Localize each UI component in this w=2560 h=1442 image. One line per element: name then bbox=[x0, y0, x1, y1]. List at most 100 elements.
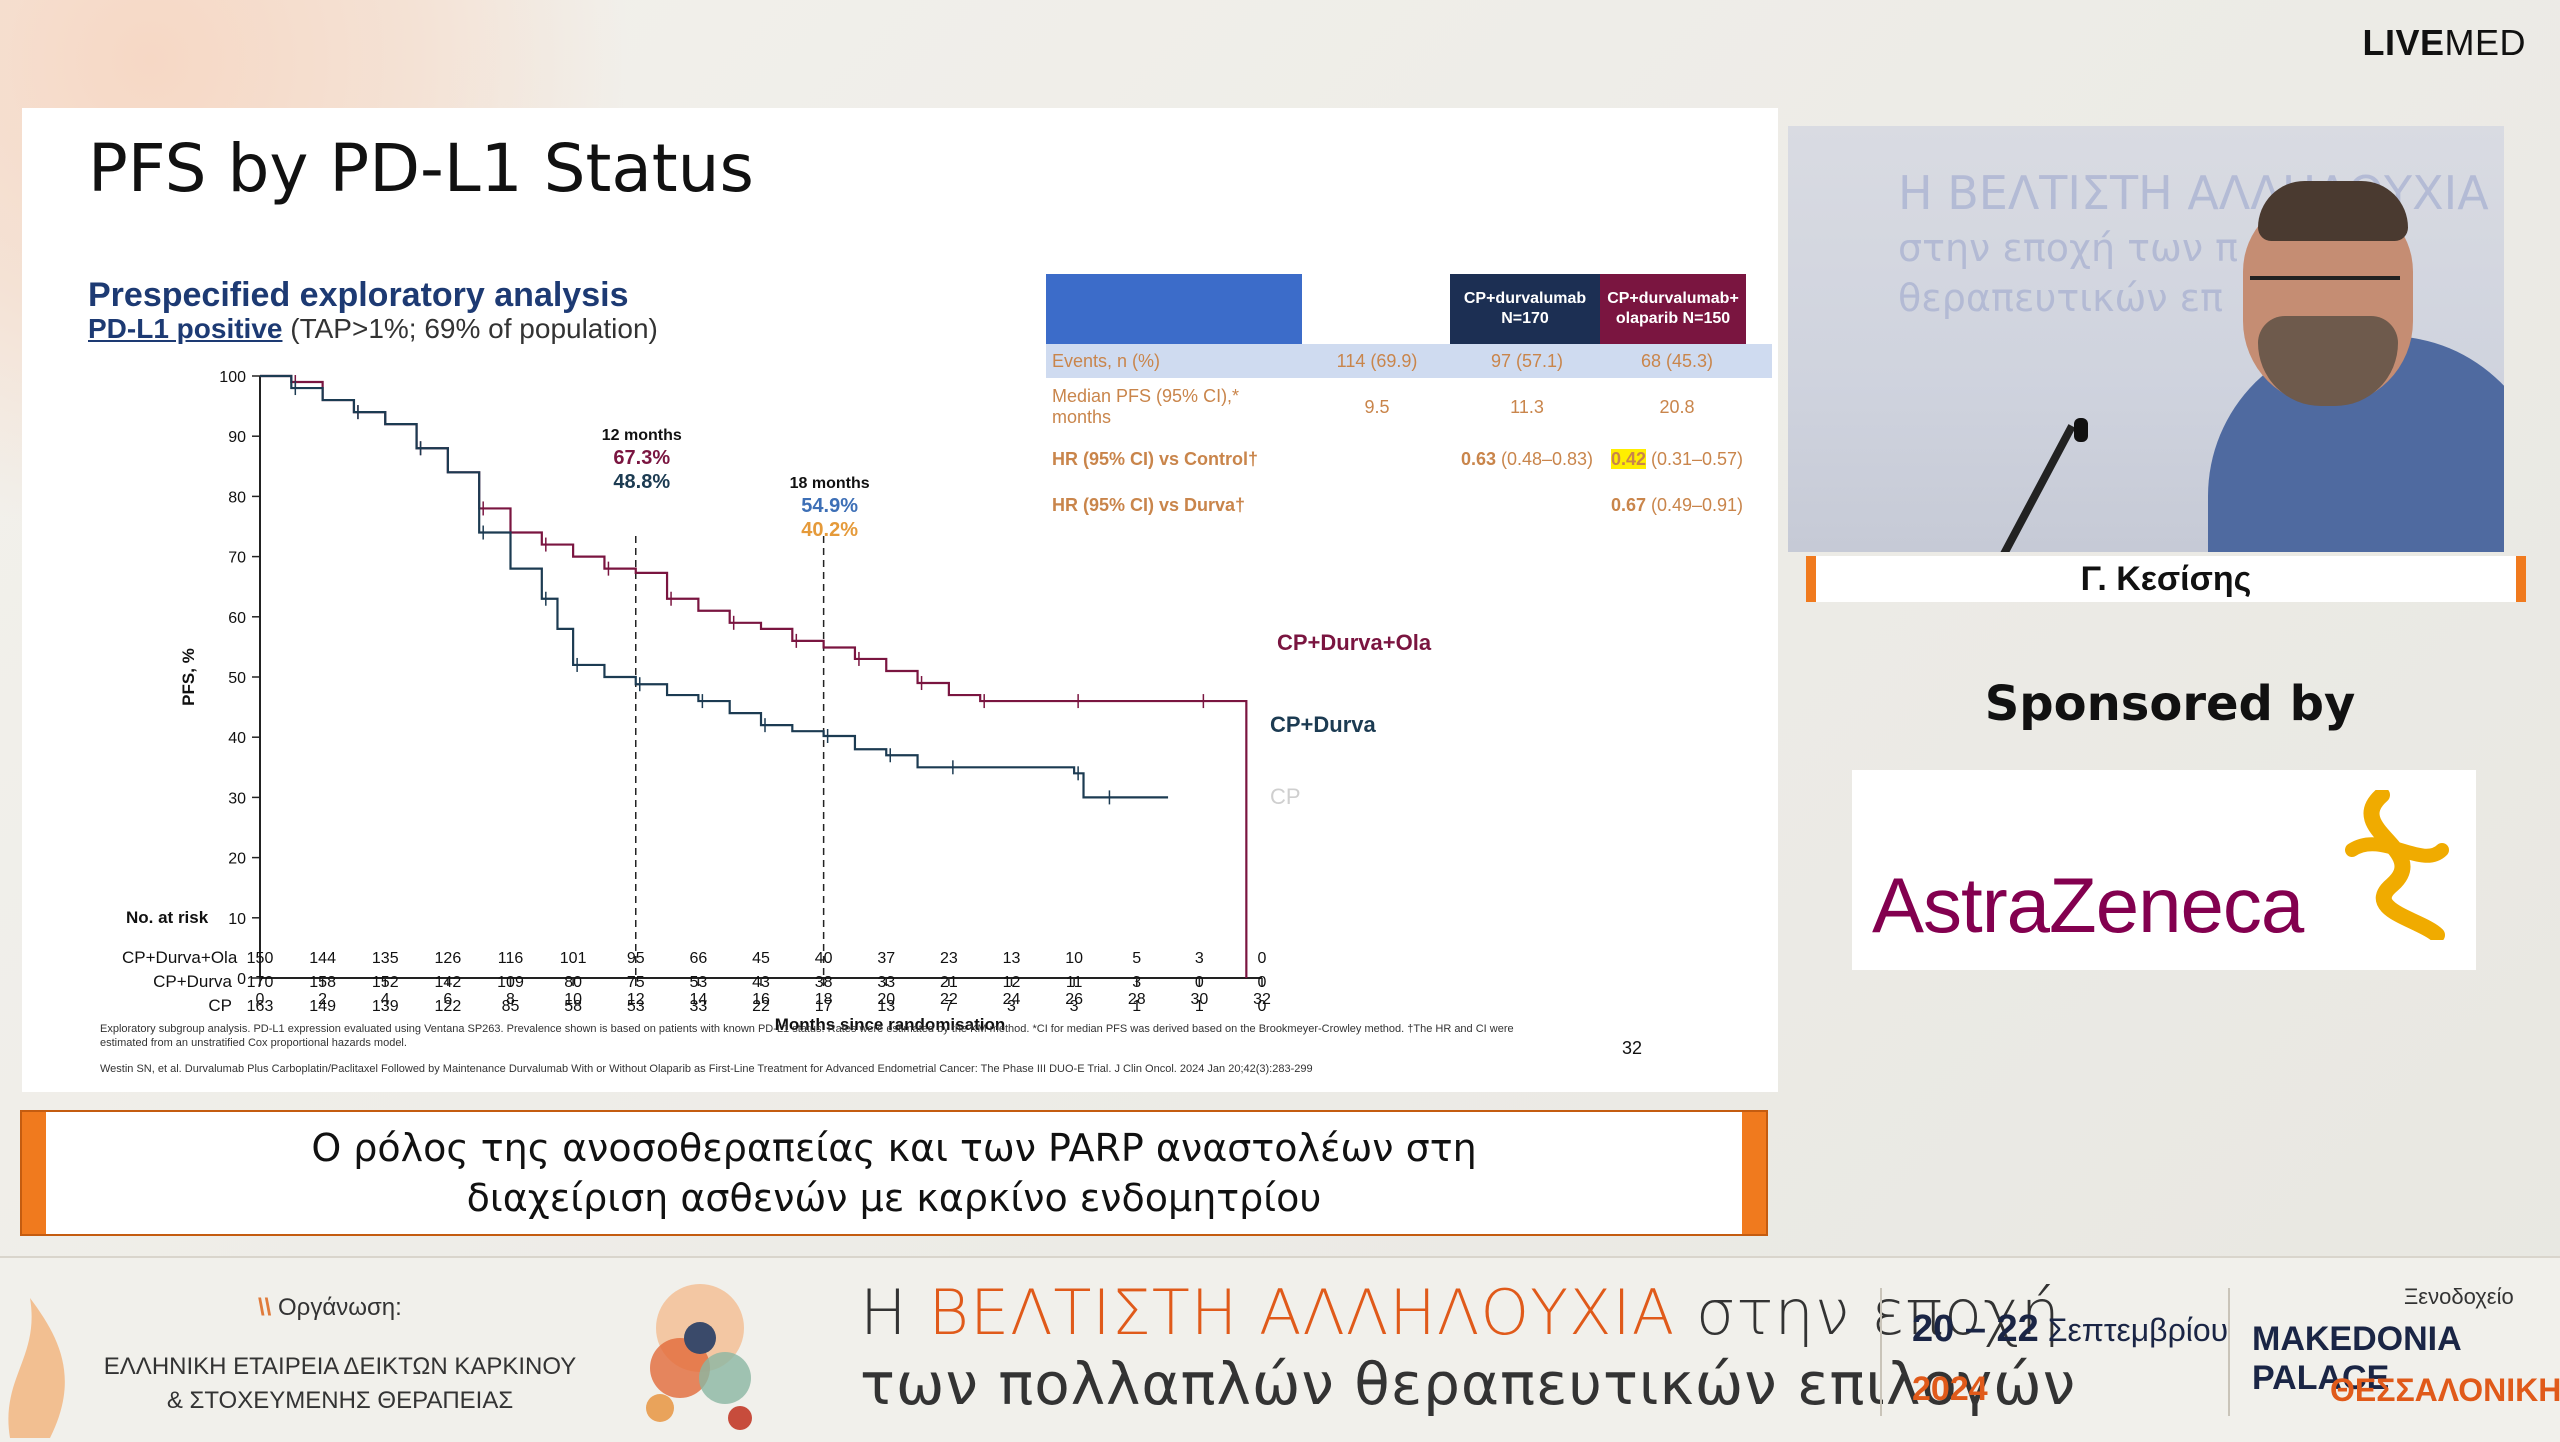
x-tick-label: 24 bbox=[1003, 991, 1021, 1008]
risk-cell: 40 bbox=[814, 950, 833, 967]
cell-ola: 0.42 (0.31–0.57) bbox=[1610, 448, 1744, 469]
risk-cell: 13 bbox=[1002, 950, 1021, 967]
risk-row-label: CP+Durva bbox=[153, 972, 232, 991]
risk-cell: 163 bbox=[246, 998, 274, 1015]
livemed-logo: LIVEMED bbox=[2362, 22, 2526, 63]
x-tick-label: 18 bbox=[815, 991, 833, 1008]
row-label: HR (95% CI) vs Durva† bbox=[1052, 494, 1246, 515]
risk-cell: 11 bbox=[1065, 974, 1083, 991]
risk-cell: 10 bbox=[1065, 950, 1084, 967]
organizer-label: \\ Οργάνωση: bbox=[258, 1294, 402, 1321]
annotation-value-1: 54.9% bbox=[801, 495, 858, 517]
event-banner: \\ Οργάνωση: ΕΛΛΗΝΙΚΗ ΕΤΑΙΡΕΙΑ ΔΕΙΚΤΩΝ Κ… bbox=[0, 1256, 2560, 1442]
x-tick-label: 4 bbox=[381, 991, 390, 1008]
risk-cell: 0 bbox=[1257, 974, 1267, 991]
annotation-title: 18 months bbox=[790, 475, 870, 492]
table-row-median: Median PFS (95% CI),* months 9.5 11.3 20… bbox=[1046, 378, 1772, 436]
row-label: Median PFS (95% CI),* months bbox=[1052, 386, 1240, 427]
x-tick-label: 32 bbox=[1253, 991, 1271, 1008]
risk-cell: 23 bbox=[939, 950, 958, 967]
table-header-cp: CP N=163 bbox=[1302, 274, 1450, 344]
decor-flame-icon bbox=[8, 1298, 65, 1438]
risk-cell: 33 bbox=[689, 998, 708, 1015]
speaker-glasses bbox=[2250, 276, 2400, 294]
risk-row-label: CP+Durva+Ola bbox=[122, 948, 238, 967]
row-label: Events, n (%) bbox=[1052, 350, 1161, 371]
table-header-ola: CP+durvalumab+ olaparib N=150 bbox=[1600, 274, 1746, 344]
risk-cell: 33 bbox=[877, 974, 896, 991]
table-header-durva: CP+durvalumab N=170 bbox=[1450, 274, 1600, 344]
x-tick-label: 14 bbox=[689, 991, 707, 1008]
x-tick-label: 16 bbox=[752, 991, 770, 1008]
annotation-value-2: 40.2% bbox=[801, 519, 858, 541]
table-row-events: Events, n (%) 114 (69.9) 97 (57.1) 68 (4… bbox=[1046, 344, 1772, 378]
x-tick-label: 2 bbox=[318, 991, 327, 1008]
speaker-beard bbox=[2258, 316, 2398, 406]
speaker-hair bbox=[2258, 181, 2408, 241]
risk-cell: 122 bbox=[434, 998, 462, 1015]
venue-city: ΘΕΣΣΑΛΟΝΙΚΗ bbox=[2330, 1372, 2560, 1408]
risk-cell: 3 bbox=[1007, 998, 1016, 1015]
sponsor-logo: AstraZeneca bbox=[1852, 770, 2476, 970]
video-watermark: θεραπευτικών επ bbox=[1898, 276, 2224, 320]
row-label: HR (95% CI) vs Control† bbox=[1052, 448, 1259, 469]
risk-cell: 53 bbox=[626, 998, 645, 1015]
event-dates: 20 – 22 Σεπτεμβρίου bbox=[1912, 1308, 2229, 1350]
event-year: 2024 bbox=[1912, 1370, 1988, 1408]
risk-cell: 116 bbox=[497, 950, 524, 967]
risk-cell: 38 bbox=[814, 974, 833, 991]
risk-cell: 139 bbox=[371, 998, 399, 1015]
risk-title: No. at risk bbox=[126, 908, 209, 927]
risk-cell: 142 bbox=[434, 974, 462, 991]
risk-cell: 21 bbox=[939, 974, 958, 991]
risk-cell: 3 bbox=[1194, 950, 1204, 967]
y-tick-label: 0 bbox=[237, 971, 246, 988]
microphone-stand bbox=[1983, 424, 2076, 552]
table-row-hr-durva: HR (95% CI) vs Durva† 0.67 (0.49–0.91) bbox=[1046, 482, 1772, 528]
table-row-hr-control: HR (95% CI) vs Control† 0.63 (0.48–0.83)… bbox=[1046, 436, 1772, 482]
series-label-cp: CP bbox=[1270, 784, 1301, 809]
risk-cell: 75 bbox=[626, 974, 645, 991]
annotation-value-2: 48.8% bbox=[613, 471, 670, 493]
risk-cell: 3 bbox=[1132, 974, 1142, 991]
risk-cell: 22 bbox=[752, 998, 770, 1015]
y-tick-label: 80 bbox=[228, 489, 246, 506]
y-tick-label: 40 bbox=[228, 730, 246, 747]
risk-cell: 66 bbox=[689, 950, 708, 967]
reference: Westin SN, et al. Durvalumab Plus Carbop… bbox=[100, 1063, 1313, 1075]
risk-cell: 45 bbox=[752, 950, 770, 967]
risk-cell: 144 bbox=[309, 950, 336, 967]
risk-cell: 58 bbox=[564, 998, 583, 1015]
y-tick-label: 90 bbox=[228, 429, 246, 446]
footnote: Exploratory subgroup analysis. PD-L1 exp… bbox=[100, 1023, 1514, 1049]
slide-title: PFS by PD-L1 Status bbox=[88, 130, 754, 207]
risk-cell: 85 bbox=[501, 998, 520, 1015]
page-number: 32 bbox=[1622, 1038, 1643, 1058]
organizer-name: ΕΛΛΗΝΙΚΗ ΕΤΑΙΡΕΙΑ ΔΕΙΚΤΩΝ ΚΑΡΚΙΝΟΥ & ΣΤΟΧ… bbox=[103, 1353, 577, 1414]
risk-cell: 152 bbox=[371, 974, 399, 991]
risk-cell: 1 bbox=[1132, 998, 1142, 1015]
risk-cell: 101 bbox=[559, 950, 587, 967]
speaker-video: Η ΒΕΛΤΙΣΤΗ ΑΛΛΗΛΟΥΧΙΑ στην εποχή των π θ… bbox=[1788, 126, 2504, 552]
y-tick-label: 10 bbox=[228, 911, 246, 928]
astrazeneca-symbol-icon bbox=[2345, 790, 2449, 940]
km-line-cp-durva bbox=[260, 374, 1169, 799]
x-tick-label: 10 bbox=[564, 991, 582, 1008]
cell-durva: 0.63 (0.48–0.83) bbox=[1460, 448, 1594, 469]
risk-cell: 80 bbox=[564, 974, 583, 991]
event-artwork-icon bbox=[646, 1284, 752, 1430]
x-tick-label: 22 bbox=[940, 991, 958, 1008]
speaker-name: Γ. Κεσίσης bbox=[1806, 556, 2526, 602]
y-tick-label: 50 bbox=[228, 670, 246, 687]
risk-cell: 126 bbox=[434, 950, 462, 967]
cell-cp: 114 (69.9) bbox=[1336, 350, 1418, 371]
x-tick-label: 12 bbox=[627, 991, 645, 1008]
risk-cell: 5 bbox=[1132, 950, 1142, 967]
divider bbox=[1880, 1288, 1882, 1416]
microphone-icon bbox=[2074, 418, 2088, 442]
caption-line-1: Ο ρόλος της ανοσοθεραπείας και των PARP … bbox=[311, 1126, 1477, 1170]
risk-cell: 43 bbox=[752, 974, 770, 991]
risk-cell: 0 bbox=[1257, 950, 1267, 967]
y-tick-label: 60 bbox=[228, 610, 246, 627]
